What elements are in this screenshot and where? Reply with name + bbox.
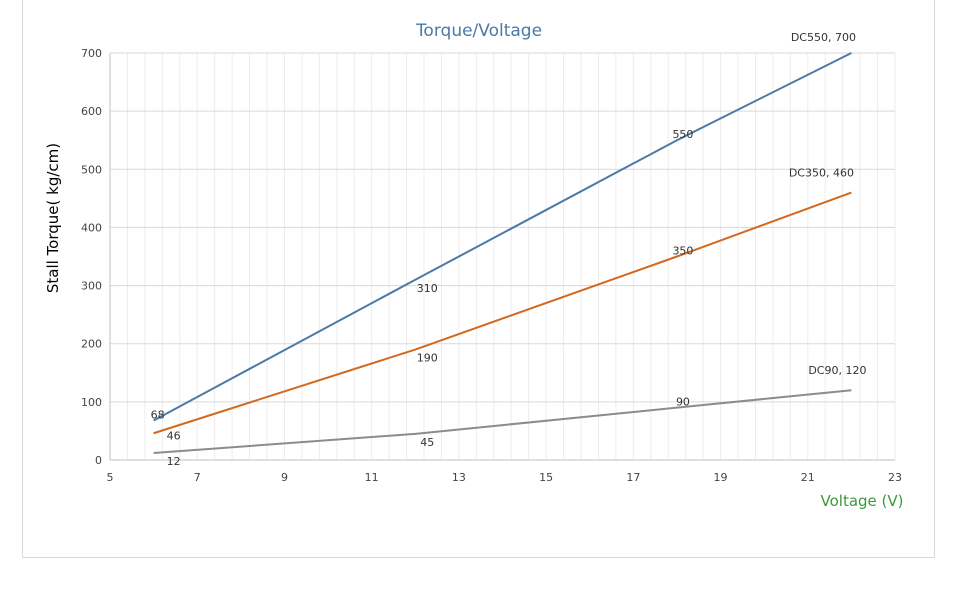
y-tick-label: 700 — [81, 47, 102, 60]
x-tick-label: 7 — [194, 471, 201, 484]
data-label: DC90, 120 — [808, 364, 866, 377]
data-label: DC550, 700 — [791, 31, 856, 44]
y-tick-label: 400 — [81, 221, 102, 234]
data-label: DC350, 460 — [789, 167, 854, 180]
chart-title: Torque/Voltage — [415, 21, 542, 41]
x-tick-label: 19 — [714, 471, 728, 484]
y-tick-label: 500 — [81, 163, 102, 176]
x-axis-label: Voltage (V) — [821, 492, 904, 510]
data-label: 350 — [672, 245, 693, 258]
x-tick-label: 23 — [888, 471, 902, 484]
x-tick-label: 5 — [107, 471, 114, 484]
series-line-dc350 — [153, 191, 852, 435]
chart-frame — [22, 0, 935, 558]
x-tick-label: 13 — [452, 471, 466, 484]
x-tick-label: 9 — [281, 471, 288, 484]
data-label: 310 — [417, 282, 438, 295]
data-label: 68 — [151, 408, 165, 421]
data-label: 190 — [417, 352, 438, 365]
series-group: 68 310 550 DC550, 700 46 190 350 DC350, 460 12 45… — [151, 31, 867, 468]
x-tick-label: 17 — [626, 471, 640, 484]
y-axis-label: Stall Torque( kg/cm) — [44, 143, 62, 293]
y-tick-label: 600 — [81, 105, 102, 118]
y-tick-label: 200 — [81, 338, 102, 351]
series-line-dc90 — [153, 389, 852, 455]
x-tick-label: 21 — [801, 471, 815, 484]
y-tick-label: 0 — [95, 454, 102, 467]
gridlines — [109, 52, 896, 461]
data-label: 12 — [167, 455, 181, 468]
x-tick-label: 11 — [365, 471, 379, 484]
axes: 0 100 200 300 400 500 600 700 5 7 9 11 13 15 17 19 21 23 — [81, 47, 902, 484]
y-tick-label: 300 — [81, 280, 102, 293]
data-label: 90 — [676, 396, 690, 409]
x-tick-label: 15 — [539, 471, 553, 484]
data-label: 45 — [420, 436, 434, 449]
series-line-dc550 — [153, 52, 852, 422]
data-label: 550 — [672, 128, 693, 141]
y-tick-label: 100 — [81, 396, 102, 409]
data-label: 46 — [167, 429, 181, 442]
